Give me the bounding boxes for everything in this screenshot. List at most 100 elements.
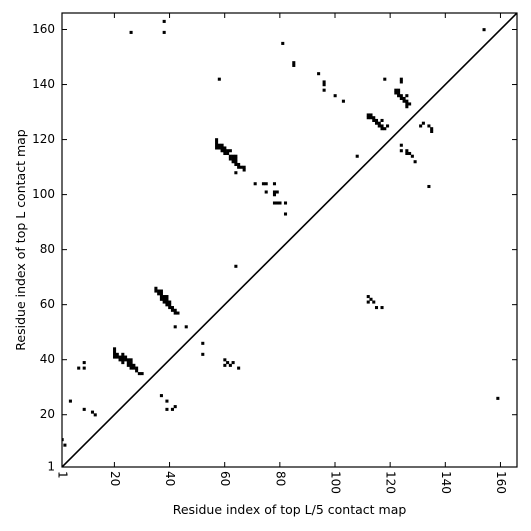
contact-point [165,300,169,304]
contact-point [165,295,169,299]
x-tick-label: 60 [218,471,232,486]
y-tick-label: 20 [40,407,55,421]
contact-point [82,366,86,370]
contact-point [228,363,232,367]
contact-point [405,105,409,109]
contact-point [173,325,177,329]
contact-point [176,311,180,315]
contact-point [421,121,425,125]
contact-point [126,358,130,362]
contact-point [228,149,232,153]
contact-point [397,88,401,92]
contact-point [242,168,246,172]
contact-point [217,146,221,150]
contact-point [159,289,163,293]
contact-point [168,300,172,304]
contact-point [402,96,406,100]
contact-point [129,363,133,367]
contact-point [281,41,285,45]
contact-point [419,124,423,128]
diagonal-line [62,13,517,467]
contact-point [62,438,64,442]
contact-point [162,19,166,23]
contact-point [369,116,373,120]
contact-point [170,308,174,312]
y-tick-label: 40 [40,352,55,366]
contact-point [129,361,133,365]
contact-point [159,292,163,296]
contact-point [113,352,117,356]
contact-point [231,361,235,365]
x-tick-label: 160 [494,471,508,494]
contact-point [90,410,95,414]
x-tick-label: 20 [108,471,122,486]
contact-point [157,292,161,296]
contact-point [237,165,241,169]
contact-point [234,154,238,158]
y-tick-label: 1 [47,460,55,474]
contact-point [173,308,177,312]
contact-point [374,121,379,125]
contact-point [220,146,224,150]
contact-point [137,372,141,376]
contact-point [215,140,219,144]
contact-point [366,300,370,304]
contact-point [427,124,431,128]
contact-point [124,355,128,359]
contact-point [159,295,163,299]
contact-point [430,127,434,131]
contact-point [408,102,412,106]
contact-point [159,394,163,398]
contact-point [168,306,172,310]
contact-point [234,264,238,268]
contact-point [405,151,409,156]
plot-frame [61,12,518,468]
contact-point [121,352,125,356]
contact-point [383,127,387,131]
contact-point [239,165,243,169]
y-tick-label: 60 [40,297,55,311]
contact-point [399,149,403,153]
contact-point [275,201,279,205]
contact-point [374,306,379,310]
contact-point [129,366,133,370]
y-tick-label: 140 [32,77,55,91]
contact-point [132,363,136,367]
contact-point [278,201,282,205]
contact-point [410,154,414,158]
contact-point [322,88,326,92]
contact-point [121,361,125,365]
contact-point [377,124,381,128]
contact-point [399,77,403,81]
contact-point [63,443,67,447]
contact-point [135,366,139,370]
contact-point [223,151,227,156]
contact-point [124,358,128,362]
contact-point [168,303,172,307]
contact-point [253,182,257,186]
contact-point [132,366,136,370]
contact-point [374,118,379,122]
contact-point [413,160,417,164]
contact-point [173,311,177,315]
contact-point [366,113,370,117]
contact-point [377,121,381,125]
contact-point [405,102,409,106]
contact-point [272,182,277,186]
contact-point [165,407,169,411]
contact-point [405,94,409,98]
contact-point [355,154,359,158]
contact-point [173,405,177,409]
contact-point [380,127,384,131]
contact-point [234,162,238,167]
contact-point [121,355,125,359]
contact-point [496,396,500,400]
contact-point [217,143,221,147]
contact-point [292,63,296,67]
contact-point [126,361,130,365]
contact-point [264,190,268,194]
contact-point [427,184,431,189]
contact-point [261,182,265,186]
contact-point [82,361,86,365]
